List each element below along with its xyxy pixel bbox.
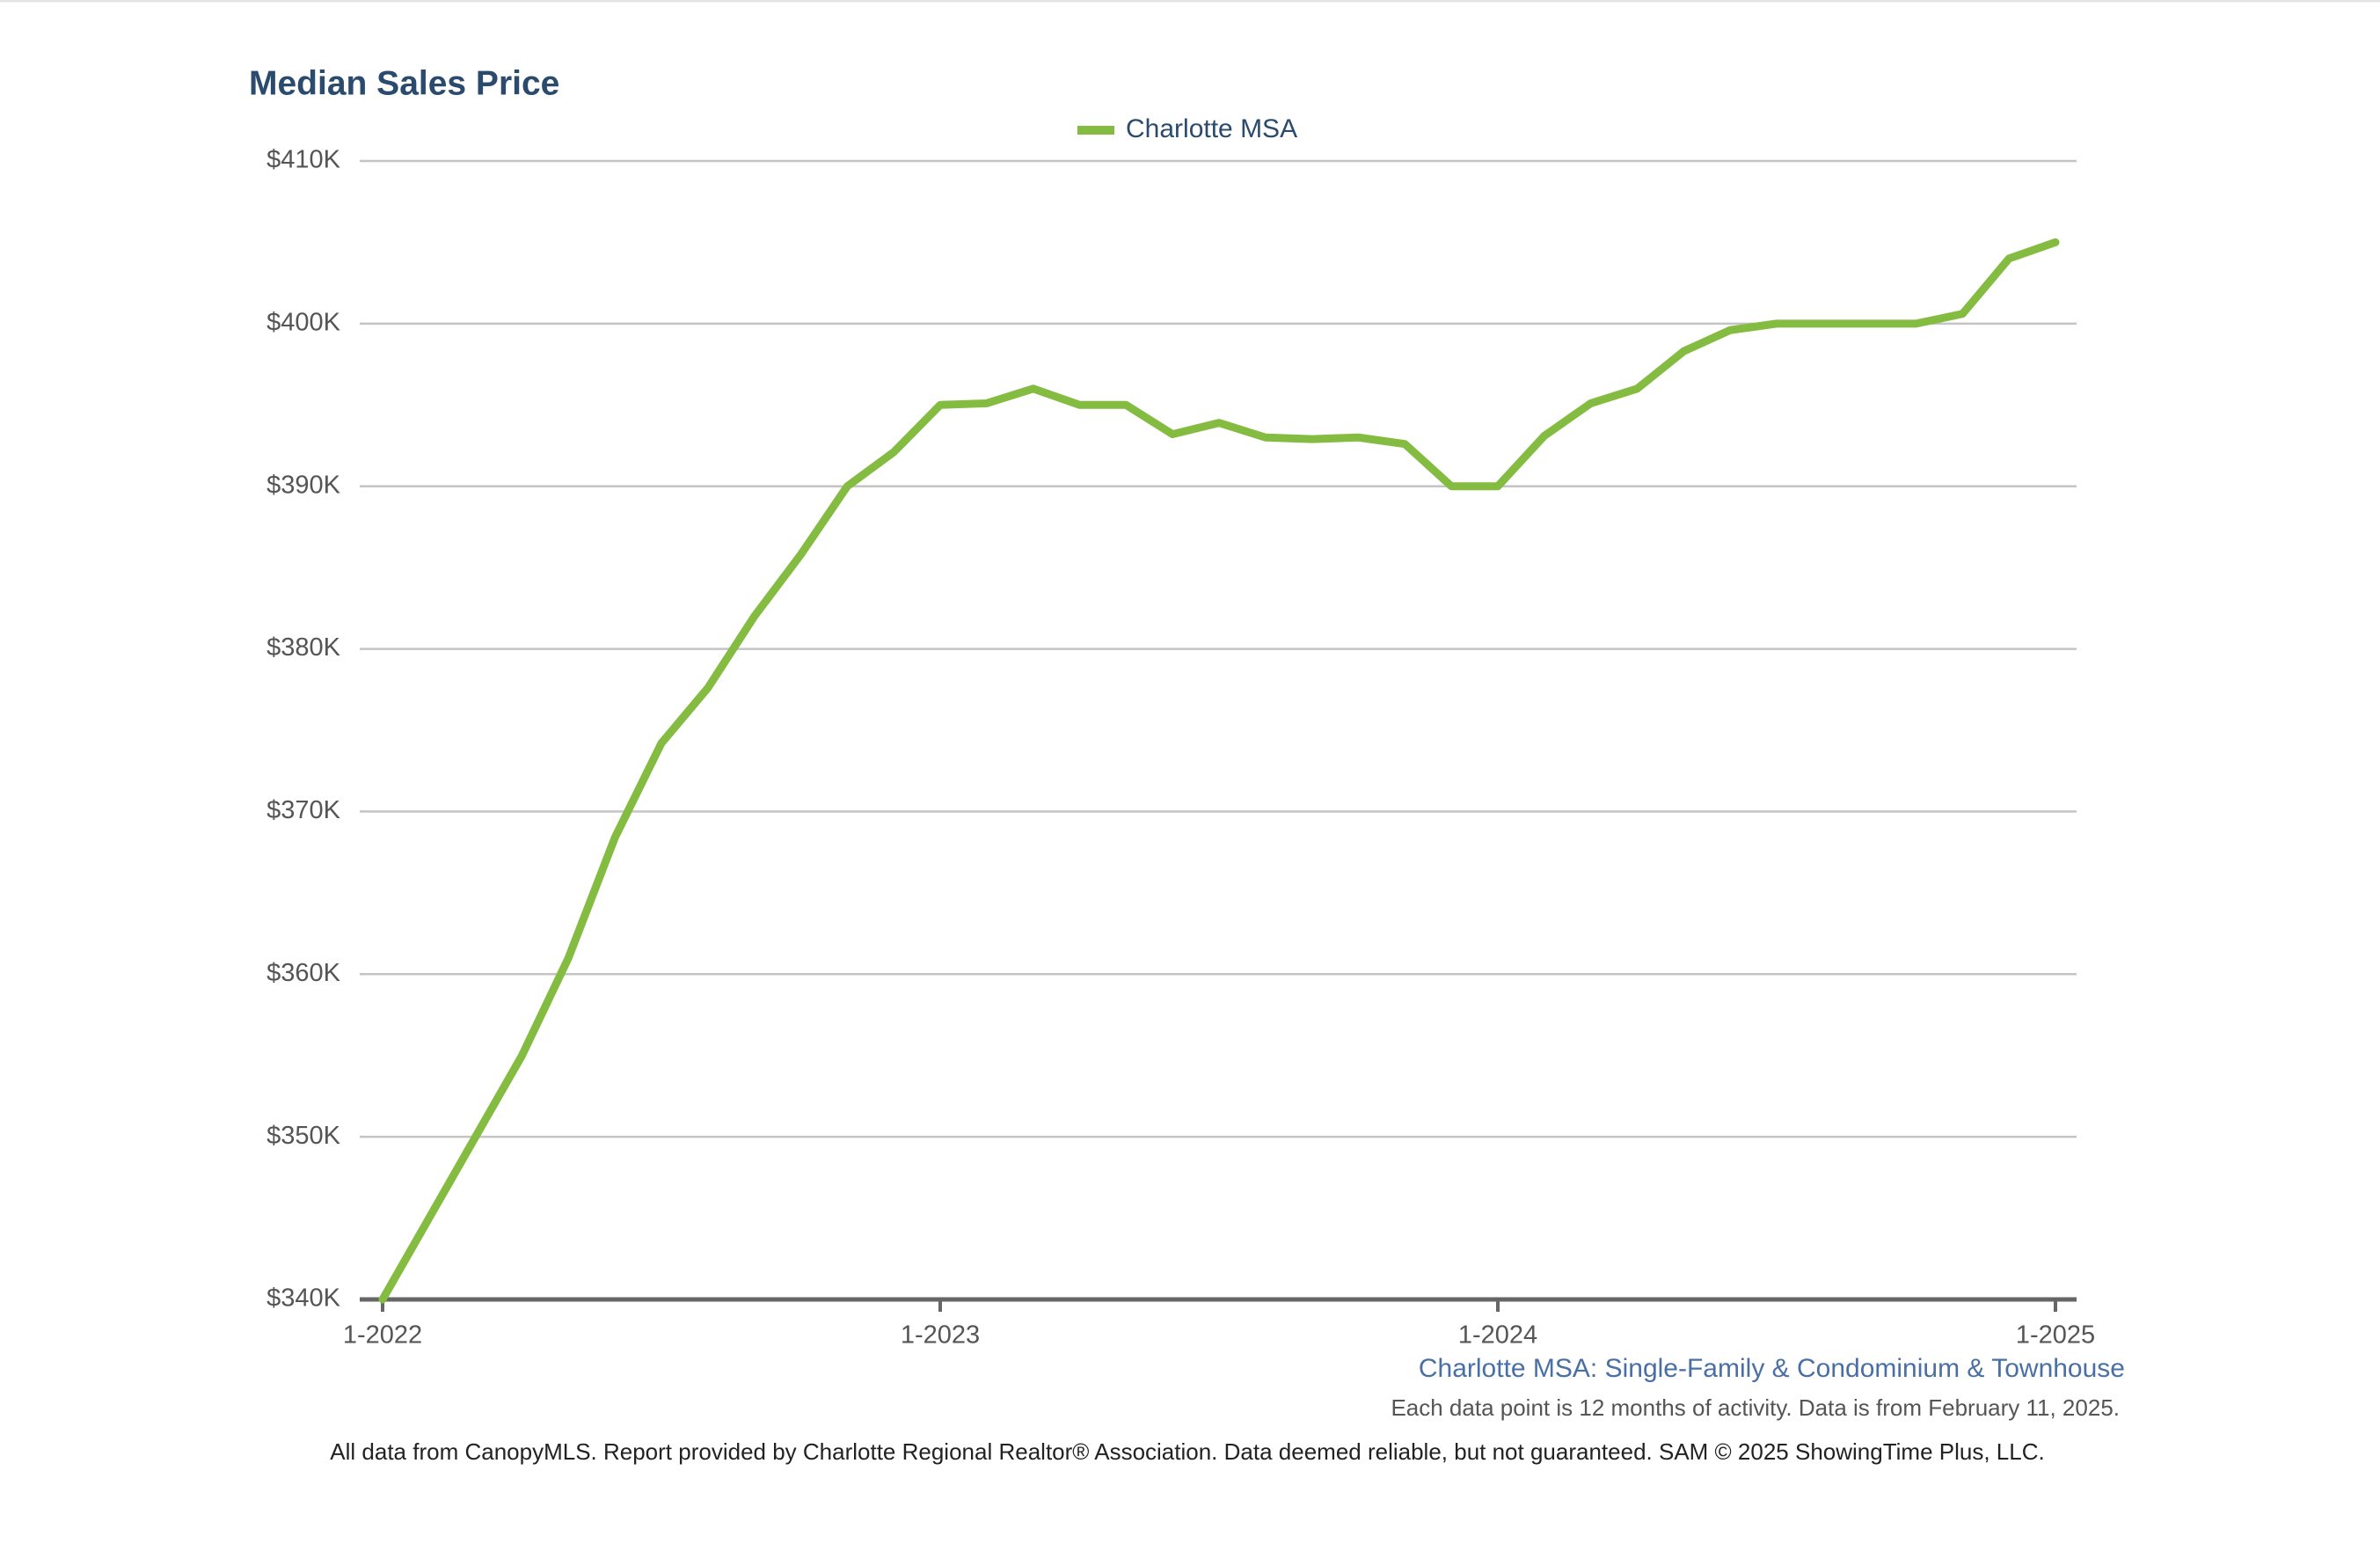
x-tick-label: 1-2023 — [901, 1321, 980, 1350]
y-tick-label: $360K — [266, 959, 341, 987]
y-tick-label: $400K — [266, 309, 341, 337]
y-tick-label: $340K — [266, 1284, 341, 1313]
y-tick-label: $380K — [266, 633, 341, 662]
x-tick-label: 1-2024 — [1458, 1321, 1537, 1350]
line-series — [378, 238, 2060, 1304]
y-tick-label: $350K — [266, 1122, 341, 1150]
x-tick-label: 1-2025 — [2016, 1321, 2095, 1350]
y-tick-label: $370K — [266, 796, 341, 824]
chart-title: Median Sales Price — [249, 64, 559, 102]
y-tick-label: $410K — [266, 146, 341, 174]
y-tick-label: $390K — [266, 471, 341, 499]
footer: All data from CanopyMLS. Report provided… — [330, 1438, 2044, 1465]
subtitle: Charlotte MSA: Single-Family & Condomini… — [1419, 1354, 2125, 1383]
note: Each data point is 12 months of activity… — [1391, 1394, 2120, 1421]
x-tick-label: 1-2022 — [343, 1321, 422, 1350]
legend-label: Charlotte MSA — [1126, 114, 1297, 143]
